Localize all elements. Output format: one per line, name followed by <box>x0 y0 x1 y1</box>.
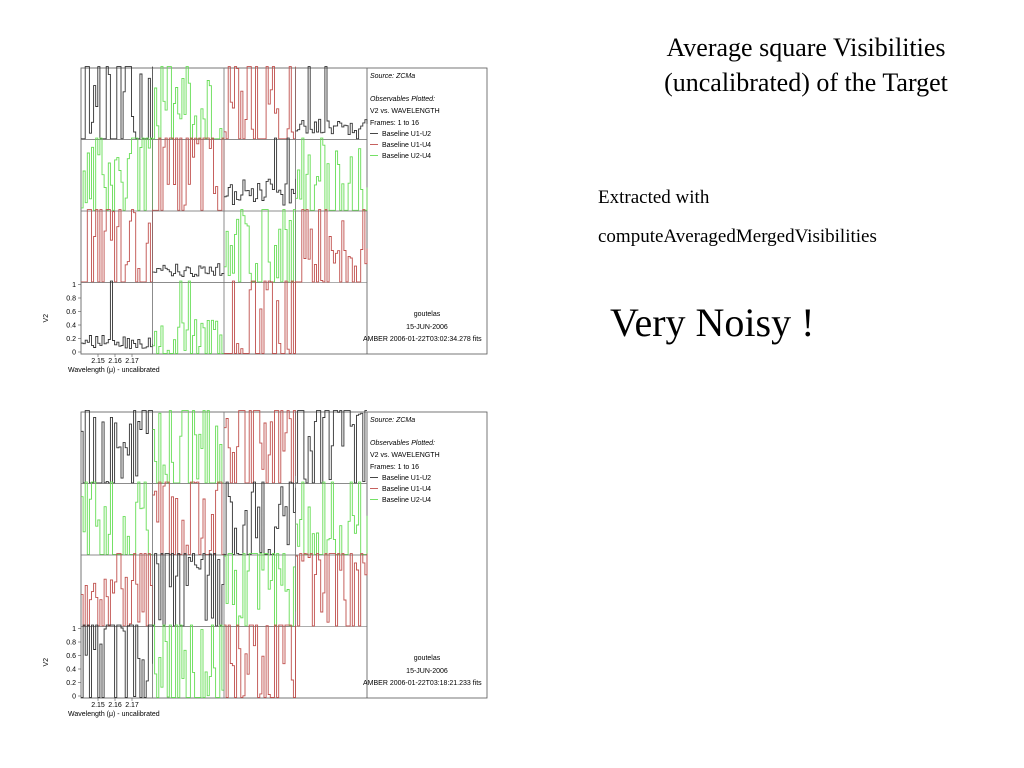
y-tick-label: 0.2 <box>66 336 76 343</box>
panel-12-series-line <box>295 209 368 283</box>
y-tick-label: 0 <box>72 694 76 701</box>
legend-observables-label: Observables Plotted: <box>370 96 435 103</box>
y-tick-label: 0.2 <box>66 680 76 687</box>
y-tick-label: 0.6 <box>66 653 76 660</box>
panel-14-series-line <box>152 624 225 698</box>
panel-10-series-line <box>152 553 225 627</box>
panel-4-series-line <box>295 66 368 140</box>
legend-entry-label: Baseline U1-U4 <box>382 486 431 493</box>
panel-13-series-line <box>81 280 153 349</box>
y-tick-label: 0.4 <box>66 667 76 674</box>
panel-14-series-line <box>152 280 225 354</box>
x-tick-label: 2.15 <box>91 358 105 365</box>
panel-13-series-line <box>81 624 153 698</box>
y-tick-label: 0 <box>72 350 76 357</box>
verdict-text: Very Noisy ! <box>610 300 815 345</box>
legend-source: Source: ZCMa <box>370 417 415 424</box>
x-tick-label: 2.17 <box>125 702 139 709</box>
panel-15-series-line <box>224 624 296 698</box>
x-axis-label: Wavelength (μ) - uncalibrated <box>68 367 160 374</box>
panel-2-series-line <box>152 410 224 484</box>
panel-9-series-line <box>81 553 153 627</box>
legend-observables-value: V2 vs. WAVELENGTH <box>370 452 440 459</box>
panel-10-series-line <box>152 263 225 278</box>
panel-5-series-line <box>81 481 153 555</box>
x-tick-label: 2.16 <box>108 702 122 709</box>
footer-user: goutelas <box>414 311 441 318</box>
slide-title-line1: Average square Visibilities <box>666 33 946 62</box>
x-tick-label: 2.16 <box>108 358 122 365</box>
legend-entry-label: Baseline U2-U4 <box>382 153 431 160</box>
panel-1-series-line <box>81 66 153 140</box>
panel-7-series-line <box>224 481 296 555</box>
legend-entry-label: Baseline U1-U2 <box>382 131 431 138</box>
legend-source: Source: ZCMa <box>370 73 415 80</box>
footer-date: 15-JUN-2006 <box>406 668 448 675</box>
panel-8-series-line <box>295 481 368 555</box>
legend-entry-label: Baseline U2-U4 <box>382 497 431 504</box>
x-axis-label: Wavelength (μ) - uncalibrated <box>68 711 160 718</box>
figure-frame-set-1: 0 0.2 0.4 0.6 0.8 1 V2 2.15 2.16 2.17 Wavelength (… <box>43 66 488 374</box>
panel-7-series-line <box>224 137 296 206</box>
panel-12-series-line <box>295 553 368 627</box>
footer-user: goutelas <box>414 655 441 662</box>
panel-15-series-line <box>224 280 296 354</box>
footer-file: AMBER 2006-01-22T03:02:34.278 fits <box>363 336 482 343</box>
panel-4-series-line <box>295 410 367 484</box>
y-tick-label: 1 <box>72 626 76 633</box>
y-tick-label: 0.6 <box>66 309 76 316</box>
legend-entry-label: Baseline U1-U4 <box>382 142 431 149</box>
panel-11-series-line <box>224 209 296 283</box>
panel-9-series-line <box>81 209 153 283</box>
y-tick-label: 0.8 <box>66 296 76 303</box>
y-axis-label: V2 <box>43 658 50 667</box>
footer-file: AMBER 2006-01-22T03:18:21.233 fits <box>363 680 482 687</box>
slide-title-line2: (uncalibrated) of the Target <box>664 68 948 97</box>
panel-frame <box>295 554 368 627</box>
y-tick-label: 0.4 <box>66 323 76 330</box>
panel-5-series-line <box>81 137 153 211</box>
extracted-with-label: Extracted with <box>598 187 710 208</box>
y-tick-label: 1 <box>72 282 76 289</box>
method-name: computeAveragedMergedVisibilities <box>598 226 877 247</box>
footer-date: 15-JUN-2006 <box>406 324 448 331</box>
panel-6-series-line <box>152 137 225 211</box>
figure-frame-set-2: 0 0.2 0.4 0.6 0.8 1 V2 2.15 2.16 2.17 Wavelength (… <box>43 410 488 718</box>
y-axis-label: V2 <box>43 314 50 323</box>
panel-2-series-line <box>152 66 224 140</box>
panel-3-series-line <box>224 410 296 484</box>
x-tick-label: 2.17 <box>125 358 139 365</box>
x-tick-label: 2.15 <box>91 702 105 709</box>
panel-frame <box>295 210 368 283</box>
panel-11-series-line <box>224 553 296 627</box>
panel-3-series-line <box>224 66 296 140</box>
legend-entry-label: Baseline U1-U2 <box>382 475 431 482</box>
slide-title: Average square Visibilities (uncalibrate… <box>606 30 1006 100</box>
legend-frames: Frames: 1 to 16 <box>370 464 419 471</box>
y-tick-label: 0.8 <box>66 640 76 647</box>
legend-observables-value: V2 vs. WAVELENGTH <box>370 108 440 115</box>
legend-frames: Frames: 1 to 16 <box>370 120 419 127</box>
panel-6-series-line <box>152 481 224 555</box>
panel-8-series-line <box>295 137 368 211</box>
panel-1-series-line <box>81 410 153 484</box>
legend-observables-label: Observables Plotted: <box>370 440 435 447</box>
